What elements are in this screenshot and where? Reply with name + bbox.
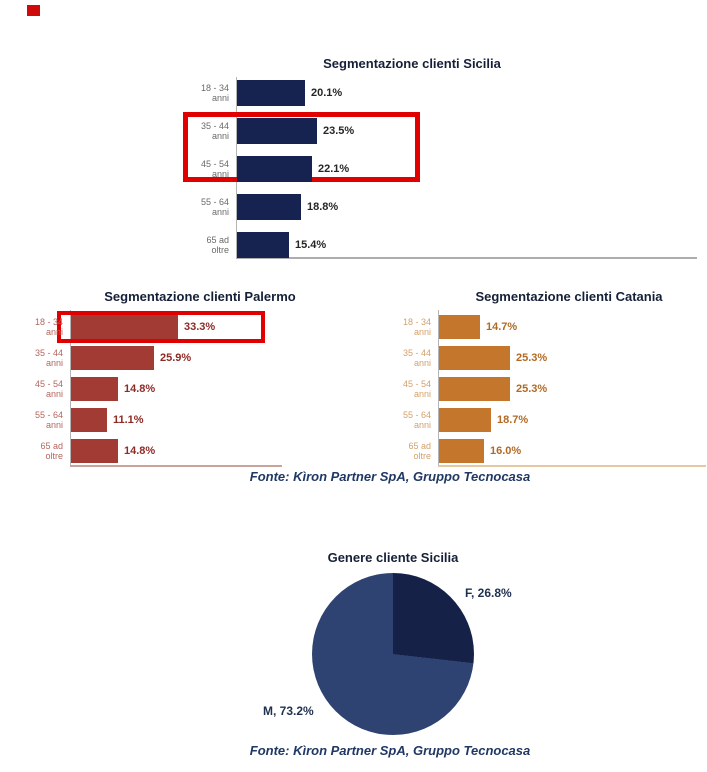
category-label: 55 - 64 anni: [402, 409, 431, 430]
category-label: 55 - 64 anni: [34, 409, 63, 430]
pie-label-male: M, 73.2%: [263, 704, 314, 718]
category-label: 65 ad oltre: [206, 234, 229, 255]
pie-circle: [312, 573, 474, 735]
category-label: 35 - 44 anni: [200, 120, 229, 141]
category-label: 45 - 54 anni: [200, 158, 229, 179]
category-label: 35 - 44 anni: [34, 347, 63, 368]
fonte-note-bottom: Fonte: Kìron Partner SpA, Gruppo Tecnoca…: [249, 743, 531, 758]
bar: [439, 377, 510, 401]
bar-value-label: 25.3%: [516, 352, 548, 364]
red-square-mark: [27, 5, 40, 16]
bar: [71, 346, 154, 370]
category-label: 45 - 54 anni: [402, 378, 431, 399]
bar-value-label: 33.3%: [184, 321, 216, 333]
bar: [237, 118, 317, 144]
sicilia-y-axis: [236, 77, 237, 258]
category-label: 65 ad oltre: [40, 440, 63, 461]
bar: [439, 315, 480, 339]
category-label: 55 - 64 anni: [200, 196, 229, 217]
catania-x-baseline: [438, 465, 706, 467]
category-label: 18 - 34 anni: [402, 316, 431, 337]
category-label: 45 - 54 anni: [34, 378, 63, 399]
bar: [237, 232, 289, 258]
bar-value-label: 16.0%: [490, 445, 522, 457]
bar-value-label: 23.5%: [323, 125, 355, 137]
palermo-chart-title: Segmentazione clienti Palermo: [104, 289, 296, 304]
pie-chart-title: Genere cliente Sicilia: [327, 550, 459, 565]
sicilia-x-baseline: [236, 257, 697, 259]
palermo-x-baseline: [70, 465, 282, 467]
palermo-y-axis: [70, 310, 71, 466]
bar: [237, 194, 301, 220]
palermo-red-highlight-box: [57, 311, 265, 343]
bar-value-label: 18.7%: [497, 414, 529, 426]
bar: [71, 439, 118, 463]
bar: [439, 439, 484, 463]
bar-value-label: 14.7%: [486, 321, 518, 333]
bar-value-label: 14.8%: [124, 445, 156, 457]
bar-value-label: 25.3%: [516, 383, 548, 395]
catania-chart-title: Segmentazione clienti Catania: [475, 289, 663, 304]
bar: [71, 315, 178, 339]
bar-value-label: 25.9%: [160, 352, 192, 364]
category-label: 65 ad oltre: [408, 440, 431, 461]
bar: [439, 346, 510, 370]
catania-y-axis: [438, 310, 439, 466]
bar: [237, 156, 312, 182]
fonte-note-top: Fonte: Kìron Partner SpA, Gruppo Tecnoca…: [249, 469, 531, 484]
bar-value-label: 14.8%: [124, 383, 156, 395]
bar: [439, 408, 491, 432]
category-label: 18 - 34 anni: [34, 316, 63, 337]
bar-value-label: 18.8%: [307, 201, 339, 213]
bar-value-label: 22.1%: [318, 163, 350, 175]
bar-value-label: 11.1%: [113, 414, 144, 426]
bar: [71, 408, 107, 432]
pie-label-female: F, 26.8%: [465, 586, 512, 600]
bar-value-label: 20.1%: [311, 87, 343, 99]
bar: [237, 80, 305, 106]
bar-value-label: 15.4%: [295, 239, 327, 251]
category-label: 18 - 34 anni: [200, 82, 229, 103]
sicilia-chart-title: Segmentazione clienti Sicilia: [323, 56, 501, 71]
category-label: 35 - 44 anni: [402, 347, 431, 368]
bar: [71, 377, 118, 401]
